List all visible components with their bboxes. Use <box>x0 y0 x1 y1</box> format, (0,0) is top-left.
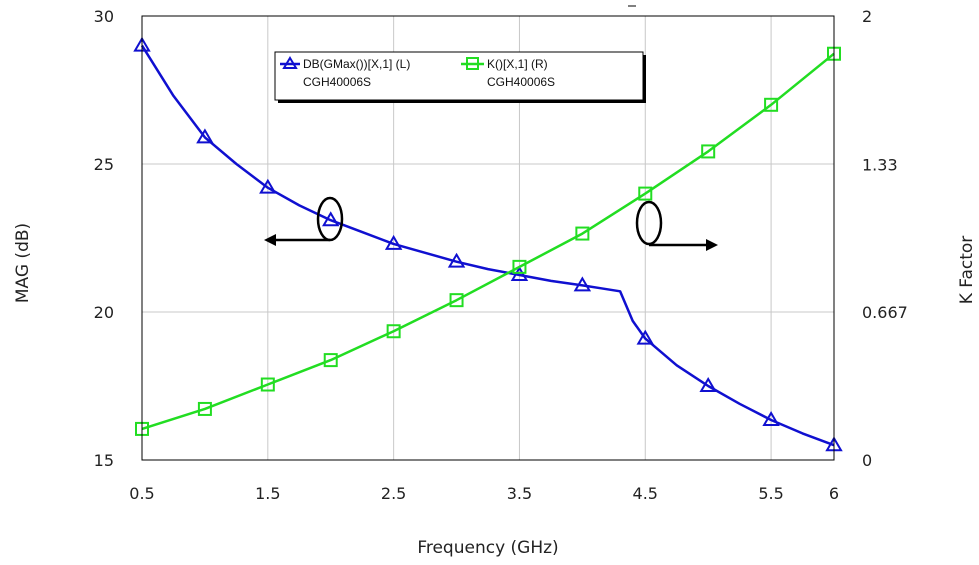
y-left-tick-label: 30 <box>94 7 114 26</box>
x-axis-title: Frequency (GHz) <box>417 538 558 558</box>
k-data-point <box>323 353 338 368</box>
mag-data-point <box>510 266 529 281</box>
x-tick-label: 4.5 <box>633 484 658 503</box>
mag-data-point <box>259 178 277 194</box>
series-line-mag <box>140 44 835 447</box>
y-left-tick-label: 15 <box>94 451 114 470</box>
legend: DB(GMax())[X,1] (L) CGH40006S K()[X,1] (… <box>274 51 646 103</box>
x-tick-label: 3.5 <box>507 484 532 503</box>
x-tick-label: 2.5 <box>381 484 406 503</box>
mag-data-point <box>321 211 340 227</box>
y-right-tick-label: 0 <box>862 451 872 470</box>
mag-data-point <box>447 252 466 268</box>
x-tick-label: 6 <box>829 484 839 503</box>
y-left-axis-title: MAG (dB) <box>13 223 33 303</box>
k-data-point <box>575 226 590 241</box>
x-tick-label: 0.5 <box>129 484 154 503</box>
series-line-k <box>141 52 835 431</box>
mag-data-point <box>384 234 403 250</box>
right-arrow-head-icon <box>706 239 718 251</box>
k-data-point <box>638 186 653 201</box>
y-right-tick-labels: 0 0.667 1.33 2 <box>862 7 908 470</box>
x-tick-label: 1.5 <box>255 484 280 503</box>
y-right-tick-label: 2 <box>862 7 872 26</box>
legend-square-icon <box>466 57 479 70</box>
k-data-point <box>386 324 401 339</box>
left-arrow-head-icon <box>264 234 276 246</box>
legend-sublabel-mag: CGH40006S <box>303 75 371 89</box>
annotation-left <box>264 196 344 246</box>
x-tick-labels: 0.5 1.5 2.5 3.5 4.5 5.5 6 <box>129 484 839 503</box>
mag-data-point <box>699 377 717 392</box>
k-data-point <box>260 377 275 392</box>
series-layer <box>133 36 843 452</box>
legend-triangle-icon <box>282 56 298 69</box>
legend-sublabel-k: CGH40006S <box>487 75 555 89</box>
legend-label-k: K()[X,1] (R) <box>487 57 548 71</box>
y-right-tick-label: 1.33 <box>862 156 898 175</box>
plot-frame <box>141 15 835 461</box>
k-data-point <box>764 97 779 112</box>
legend-label-mag: DB(GMax())[X,1] (L) <box>303 57 410 71</box>
y-left-tick-label: 20 <box>94 303 114 322</box>
y-left-tick-label: 25 <box>94 155 114 174</box>
mag-data-point <box>636 329 655 345</box>
annotation-right <box>635 200 718 251</box>
mag-data-point <box>762 411 780 427</box>
mag-data-point <box>573 276 592 292</box>
k-data-point <box>512 259 527 274</box>
y-left-tick-labels: 15 20 25 30 <box>94 7 114 470</box>
k-data-point <box>701 144 716 159</box>
k-data-point <box>197 401 212 416</box>
mag-data-point <box>196 128 214 144</box>
y-right-axis-title: K Factor <box>957 236 977 305</box>
y-right-tick-label: 0.667 <box>862 303 908 322</box>
x-tick-label: 5.5 <box>758 484 783 503</box>
k-data-point <box>449 293 464 308</box>
